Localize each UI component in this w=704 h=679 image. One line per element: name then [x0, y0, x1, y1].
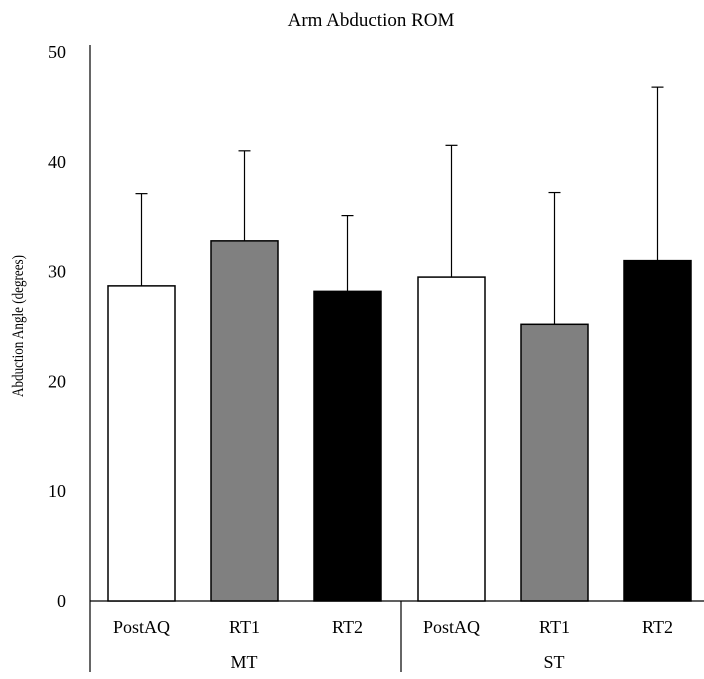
group-label: ST — [543, 652, 564, 672]
y-tick-label: 50 — [48, 42, 66, 62]
bar — [313, 290, 382, 602]
group-label: MT — [231, 652, 258, 672]
y-axis-label: Abduction Angle (degrees) — [10, 255, 27, 397]
x-tick-label: PostAQ — [113, 617, 170, 637]
x-tick-label: PostAQ — [423, 617, 480, 637]
x-tick-label: RT2 — [642, 617, 673, 637]
bar — [107, 285, 176, 602]
y-tick-label: 20 — [48, 371, 66, 391]
x-tick-label: RT1 — [229, 617, 260, 637]
x-tick-label: RT2 — [332, 617, 363, 637]
y-tick-label: 10 — [48, 481, 66, 501]
y-tick-label: 40 — [48, 152, 66, 172]
plot-area: 0 10 20 30 40 50 PostAQ RT1 RT2 MT PostAQ RT1 RT2 ST — [48, 42, 704, 672]
y-tick-label: 0 — [57, 591, 66, 611]
bar — [520, 323, 589, 602]
x-tick-label: RT1 — [539, 617, 570, 637]
chart-title: Arm Abduction ROM — [288, 10, 455, 31]
bar — [417, 276, 486, 602]
bar — [210, 240, 279, 602]
y-tick-label: 30 — [48, 262, 66, 282]
bar — [623, 259, 692, 602]
